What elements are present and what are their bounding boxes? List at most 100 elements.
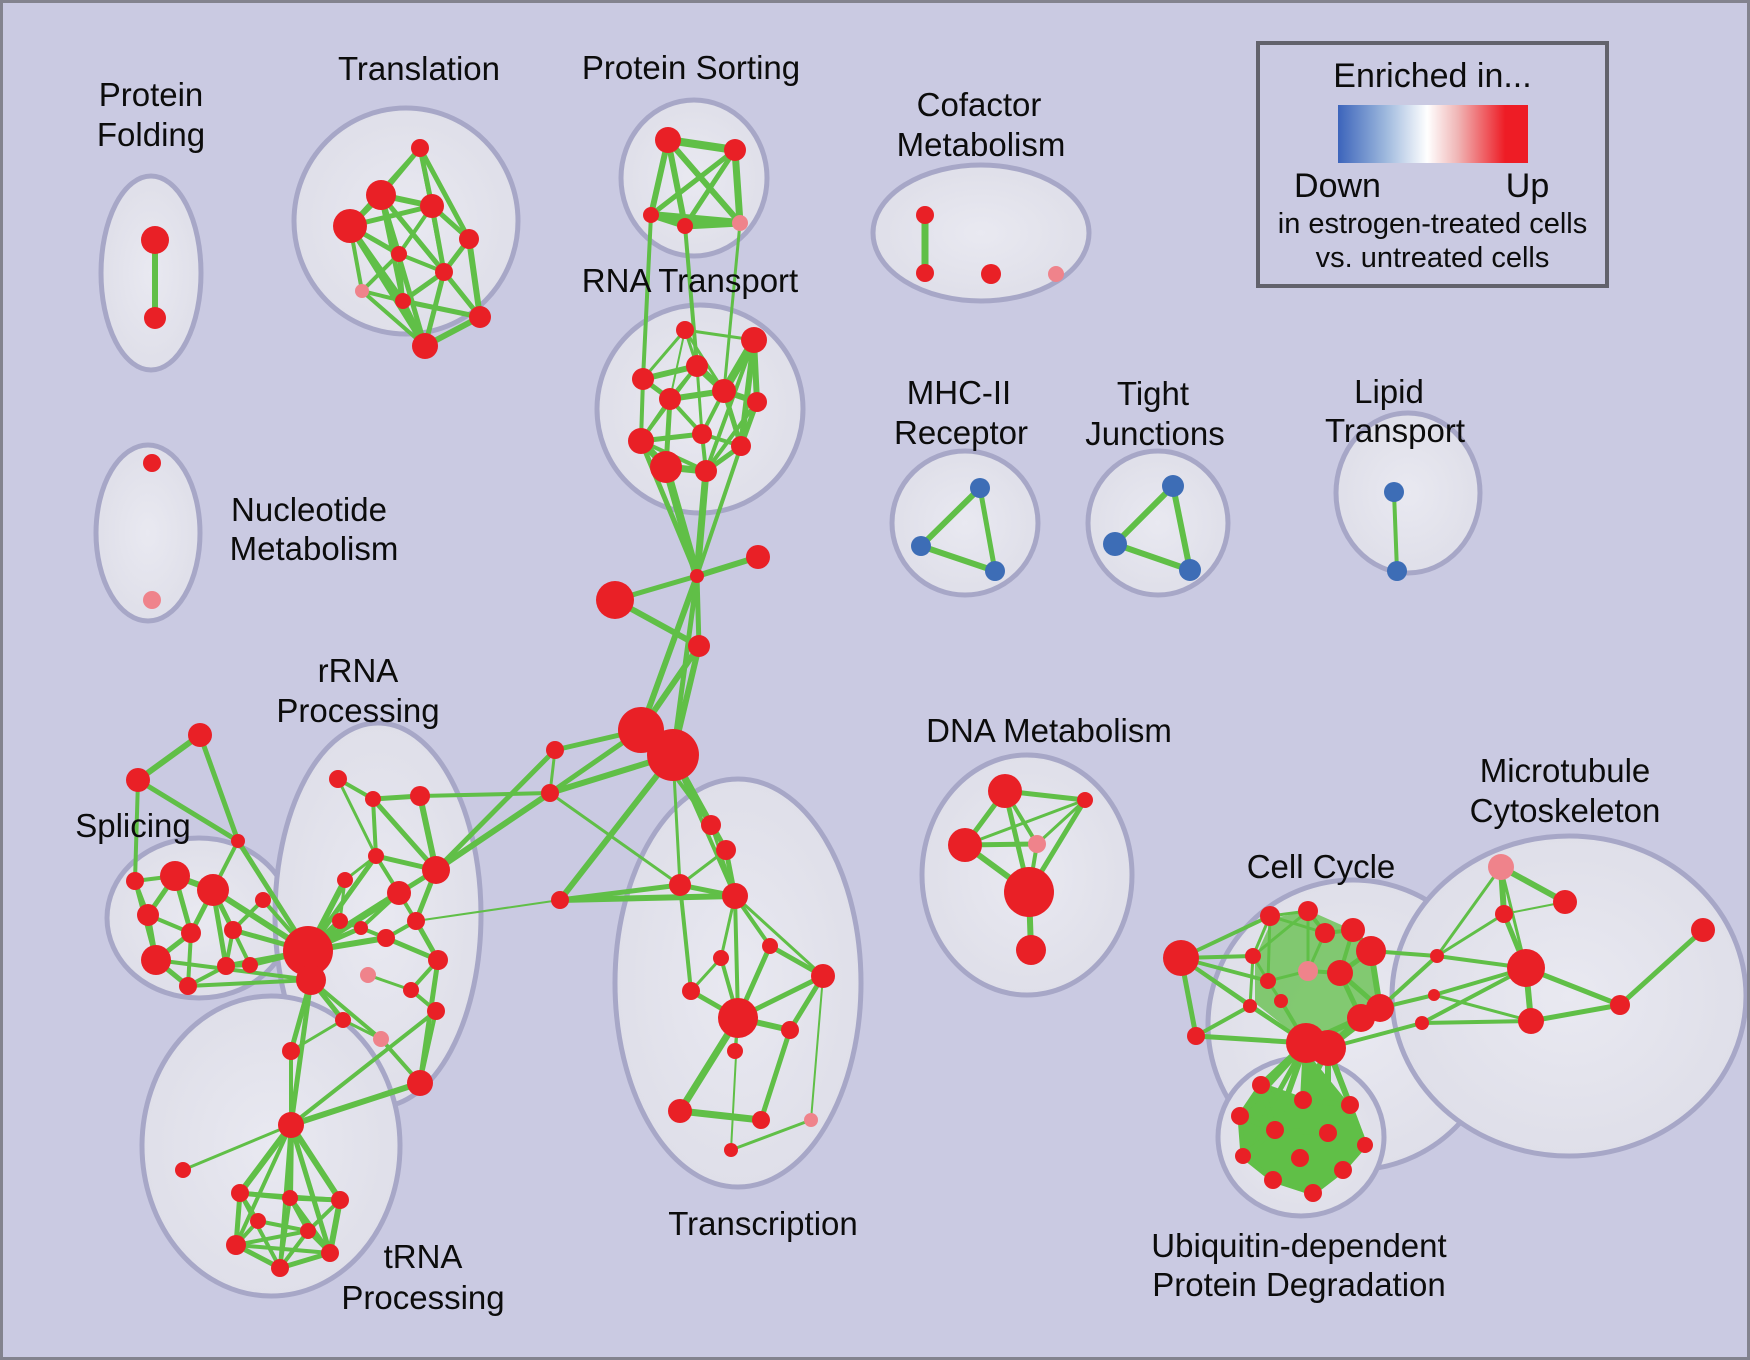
cluster-label-mhc-ii-receptor: Receptor — [894, 414, 1028, 451]
gene-set-node — [373, 1031, 389, 1047]
gene-set-node — [1428, 989, 1440, 1001]
gene-set-node — [231, 834, 245, 848]
gene-set-node — [804, 1113, 818, 1127]
gene-set-node — [271, 1259, 289, 1277]
enrichment-edge — [371, 797, 378, 858]
gene-set-node — [692, 424, 712, 444]
cluster-label-trna-processing: tRNA — [384, 1238, 463, 1275]
gene-set-node — [333, 209, 367, 243]
gene-set-node — [368, 848, 384, 864]
gene-set-node — [1291, 1149, 1309, 1167]
gene-set-node — [1004, 867, 1054, 917]
gene-set-node — [141, 945, 171, 975]
enrichment-edge — [729, 1118, 813, 1152]
enrichment-edge — [1420, 966, 1528, 1025]
enrichment-edge — [669, 329, 686, 400]
gene-set-node — [1266, 1121, 1284, 1139]
gene-set-node — [1235, 1148, 1251, 1164]
enrichment-edge — [918, 543, 998, 574]
gene-set-node — [970, 478, 990, 498]
enrichment-edge — [1435, 865, 1503, 958]
gene-set-node — [255, 892, 271, 908]
gene-set-node — [677, 218, 693, 234]
gene-set-node — [1260, 973, 1276, 989]
gene-set-node — [724, 1143, 738, 1157]
cluster-label-tight-junctions: Junctions — [1085, 415, 1224, 452]
gene-set-node — [643, 207, 659, 223]
enrichment-edge — [433, 747, 558, 873]
enrichment-edge — [810, 975, 824, 1121]
enrichment-edge — [695, 444, 743, 578]
enrichment-edge — [360, 252, 401, 293]
cluster-label-cofactor-metabolism: Metabolism — [897, 126, 1066, 163]
gene-set-node — [1319, 1124, 1337, 1142]
gene-set-node — [686, 355, 708, 377]
gene-set-node — [1187, 1027, 1205, 1045]
gene-set-node — [916, 206, 934, 224]
enrichment-edge — [662, 463, 701, 580]
gene-set-node — [126, 768, 150, 792]
enrichment-edge — [237, 1122, 294, 1196]
enrichment-edge — [731, 146, 744, 227]
enrichment-edge — [733, 894, 740, 1020]
enrichment-edge — [234, 1243, 332, 1255]
gene-set-node — [762, 938, 778, 954]
gene-set-node — [1016, 935, 1046, 965]
gene-set-node — [1179, 559, 1201, 581]
gene-set-node — [1488, 854, 1514, 880]
gene-set-node — [1264, 1171, 1282, 1189]
gene-set-node — [551, 891, 569, 909]
enrichment-edge — [400, 298, 483, 320]
gene-set-node — [1048, 266, 1064, 282]
gene-set-node — [231, 1184, 249, 1202]
gene-set-node — [1357, 1137, 1373, 1153]
enrichment-edge — [1035, 798, 1087, 846]
legend-up-label: Up — [1505, 167, 1550, 205]
gene-set-node — [1415, 1016, 1429, 1030]
cluster-ellipse-tight-junctions — [1085, 448, 1231, 598]
enrichment-edge — [288, 1122, 333, 1256]
enrichment-edge — [234, 1123, 293, 1247]
gene-set-node — [137, 904, 159, 926]
gene-set-node — [403, 982, 419, 998]
enrichment-edge — [1240, 1040, 1309, 1159]
enrichment-edge — [557, 752, 676, 903]
enrichment-edge — [415, 899, 561, 922]
gene-set-node — [596, 581, 634, 619]
gene-set-node — [391, 246, 407, 262]
cluster-label-lipid-transport: Lipid — [1354, 373, 1424, 410]
gene-set-node — [355, 284, 369, 298]
enrichment-edge — [197, 732, 241, 844]
enrichment-edge — [370, 796, 439, 873]
gene-set-node — [948, 828, 982, 862]
gene-set-node — [365, 791, 381, 807]
cluster-label-rrna-processing: rRNA — [318, 652, 399, 689]
gene-set-node — [724, 139, 746, 161]
enrichment-edge — [1266, 914, 1272, 983]
gene-set-node — [1366, 994, 1394, 1022]
gene-set-node — [655, 127, 681, 153]
gene-set-node — [1334, 1161, 1352, 1179]
cluster-label-splicing: Splicing — [75, 807, 191, 844]
gene-set-node — [1495, 905, 1513, 923]
legend-caption: in estrogen-treated cells vs. untreated … — [1260, 207, 1605, 275]
gene-set-node — [688, 635, 710, 657]
gene-set-node — [1298, 901, 1318, 921]
cluster-label-cofactor-metabolism: Cofactor — [917, 86, 1042, 123]
gene-set-node — [628, 428, 654, 454]
cluster-label-mhc-ii-receptor: MHC-II — [907, 374, 1011, 411]
gene-set-node — [420, 194, 444, 218]
gene-set-node — [546, 741, 564, 759]
cluster-label-microtubule-cytoskeleton: Cytoskeleton — [1470, 792, 1661, 829]
enrichment-edge — [378, 192, 428, 349]
enrichment-edge — [181, 1123, 293, 1172]
gene-set-node — [422, 856, 450, 884]
gene-set-node — [811, 964, 835, 988]
gene-set-node — [647, 729, 699, 781]
legend-title: Enriched in... — [1333, 57, 1532, 95]
cluster-label-protein-folding: Folding — [97, 116, 205, 153]
gene-set-node — [407, 1070, 433, 1096]
enrichment-edge — [1432, 993, 1533, 1023]
enrichment-edge — [1251, 909, 1310, 958]
legend-caption-line1: in estrogen-treated cells — [1277, 208, 1588, 240]
